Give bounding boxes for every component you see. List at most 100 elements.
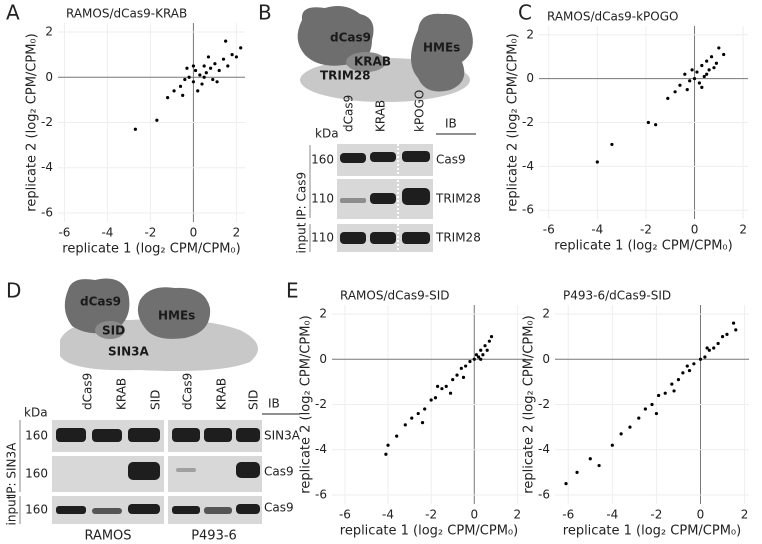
point (196, 89, 200, 93)
cell-line: RAMOS (84, 529, 131, 544)
point (221, 57, 226, 61)
point (564, 482, 568, 486)
point (595, 160, 599, 164)
point (200, 82, 204, 86)
point (191, 64, 196, 68)
point (436, 384, 440, 389)
y-tick-label: -2 (315, 397, 327, 411)
group-label: IP: Cas9 (295, 172, 309, 220)
point (685, 364, 689, 368)
point (588, 457, 592, 461)
ib-label: Cas9 (436, 153, 466, 167)
point (226, 64, 230, 68)
y-axis-label: replicate 2 (log₂ CPM/CPM₀) (506, 33, 521, 211)
point (663, 391, 667, 395)
point (440, 387, 444, 391)
point (217, 68, 221, 73)
y-tick-label: 2 (542, 307, 550, 321)
kda-label: 160 (25, 467, 48, 481)
x-tick-label: 0 (470, 508, 478, 522)
lane-label: dCas9 (342, 95, 356, 132)
y-tick-label: 0 (542, 352, 550, 366)
point (637, 416, 641, 420)
point (448, 391, 453, 395)
ib-label: Cas9 (264, 465, 294, 479)
point (209, 66, 213, 70)
x-axis-label: replicate 1 (log₂ CPM/CPM₀) (563, 524, 741, 539)
x-tick-label: -6 (543, 223, 555, 237)
diagram-b: dCas9 KRAB TRIM28 HMEs (297, 6, 473, 102)
point (433, 396, 438, 400)
x-axis-label: replicate 1 (log₂ CPM/CPM₀) (554, 239, 732, 254)
point (187, 75, 191, 79)
lane-label: KRAB (115, 378, 129, 410)
point (717, 46, 721, 50)
lane-label: dCas9 (181, 373, 195, 410)
point (697, 81, 701, 85)
point (650, 402, 654, 407)
chart-title: RAMOS/dCas9-KRAB (66, 7, 187, 21)
point (166, 96, 170, 100)
point (703, 355, 707, 359)
y-tick-label: 0 (526, 71, 534, 85)
point (487, 339, 491, 343)
lane-label: KRAB (215, 378, 229, 410)
lane-label: dCas9 (81, 373, 95, 410)
point (474, 353, 479, 357)
point (239, 46, 243, 50)
point (654, 123, 658, 127)
y-axis-label: replicate 2 (log₂ CPM/CPM₀) (299, 315, 314, 493)
point (472, 357, 476, 361)
point (211, 77, 215, 82)
diagram-label: KRAB (354, 55, 391, 69)
point (479, 348, 483, 352)
y-tick-label: 2 (319, 307, 327, 321)
x-tick-label: 2 (741, 508, 749, 522)
point (716, 341, 720, 346)
point (683, 72, 687, 76)
point (178, 84, 183, 88)
point (692, 77, 697, 81)
kda-label: 110 (311, 192, 334, 206)
point (489, 335, 494, 339)
point (386, 443, 390, 447)
point (133, 127, 137, 131)
x-tick-label: -6 (58, 226, 70, 240)
point (725, 332, 729, 336)
x-tick-label: 2 (233, 226, 241, 240)
point (731, 321, 736, 325)
point (202, 64, 206, 68)
point (657, 393, 661, 398)
point (712, 346, 716, 350)
x-tick-label: 0 (190, 226, 198, 240)
point (206, 55, 211, 59)
point (455, 373, 459, 377)
point (610, 443, 614, 447)
kda-label: 110 (311, 231, 334, 245)
point (444, 384, 448, 389)
chart-title: RAMOS/dCas9-kPOGO (547, 10, 678, 24)
kda-label: 160 (25, 429, 48, 443)
point (692, 362, 696, 366)
point (395, 434, 399, 438)
x-tick-label: -2 (144, 226, 156, 240)
point (619, 432, 623, 436)
point (198, 73, 202, 77)
x-tick-label: -6 (562, 508, 574, 522)
y-tick-label: -2 (41, 115, 53, 129)
y-tick-label: -4 (538, 442, 550, 456)
y-axis-label: replicate 2 (log₂ CPM/CPM₀) (522, 315, 537, 493)
lane-label: SID (247, 390, 261, 410)
point (670, 382, 674, 386)
kda-label: 160 (25, 503, 48, 517)
point (712, 66, 716, 70)
kda-header: kDa (315, 127, 339, 141)
ib-header: IB (445, 117, 457, 131)
y-tick-label: -4 (522, 159, 534, 173)
diagram-label: TRIM28 (320, 69, 371, 83)
diagram-label: HMEs (158, 309, 195, 323)
point (481, 353, 485, 357)
x-tick-label: -4 (101, 226, 113, 240)
point (224, 39, 228, 43)
point (672, 389, 676, 393)
